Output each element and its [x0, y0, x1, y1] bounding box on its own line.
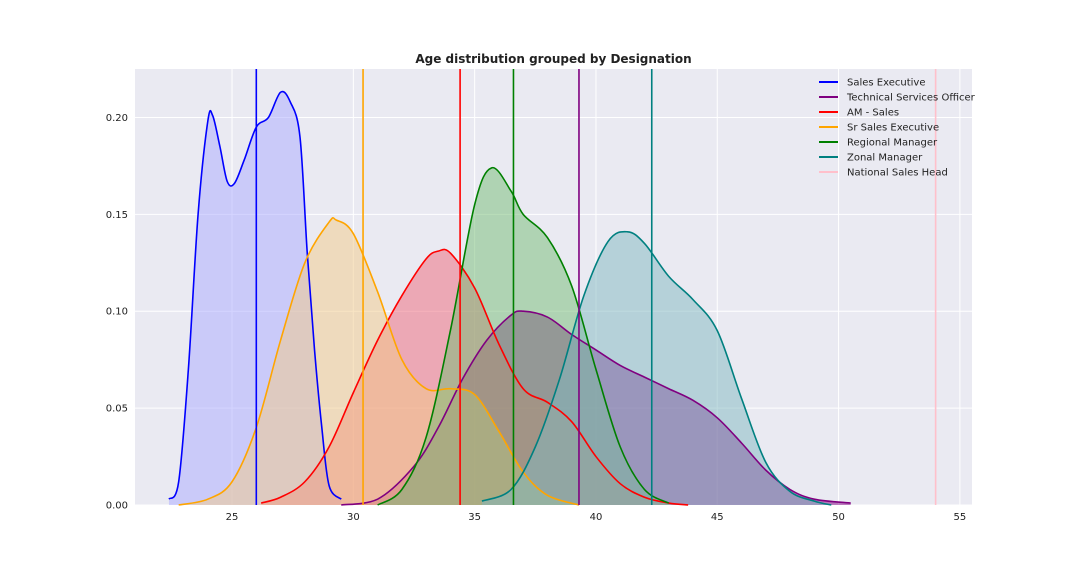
curve-regional-manager	[377, 167, 670, 506]
y-tick-label: 0.15	[106, 210, 128, 221]
x-tick-label: 35	[468, 512, 481, 523]
legend-label-am-sales: AM - Sales	[847, 108, 899, 119]
y-tick-label: 0.05	[106, 404, 128, 415]
x-tick-label: 30	[347, 512, 360, 523]
x-tick-label: 40	[590, 512, 603, 523]
legend-label-sr-sales-executive: Sr Sales Executive	[847, 123, 939, 134]
y-tick-label: 0.00	[106, 501, 128, 512]
y-tick-label: 0.20	[106, 113, 128, 124]
curve-technical-services-officer	[341, 310, 851, 506]
legend-label-sales-executive: Sales Executive	[847, 78, 925, 89]
mean-lines	[255, 69, 937, 505]
x-tick-label: 55	[954, 512, 967, 523]
legend-label-technical-services-officer: Technical Services Officer	[846, 93, 976, 104]
chart-title: Age distribution grouped by Designation	[415, 52, 691, 66]
curve-zonal-manager	[481, 230, 832, 506]
area-zonal-manager	[481, 231, 832, 505]
x-tick-label: 50	[832, 512, 845, 523]
legend-label-national-sales-head: National Sales Head	[847, 168, 948, 179]
legend-label-zonal-manager: Zonal Manager	[847, 153, 923, 164]
y-tick-label: 0.10	[106, 307, 128, 318]
legend: Sales Executive Technical Services Office…	[819, 78, 976, 179]
x-tick-label: 25	[226, 512, 239, 523]
x-axis-ticks: 25 30 35 40 45 50 55	[226, 512, 967, 523]
y-axis-ticks: 0.00 0.05 0.10 0.15 0.20	[106, 113, 128, 512]
legend-label-regional-manager: Regional Manager	[847, 138, 938, 149]
curve-sales-executive	[168, 90, 342, 500]
density-areas	[168, 91, 851, 506]
x-tick-label: 45	[711, 512, 724, 523]
